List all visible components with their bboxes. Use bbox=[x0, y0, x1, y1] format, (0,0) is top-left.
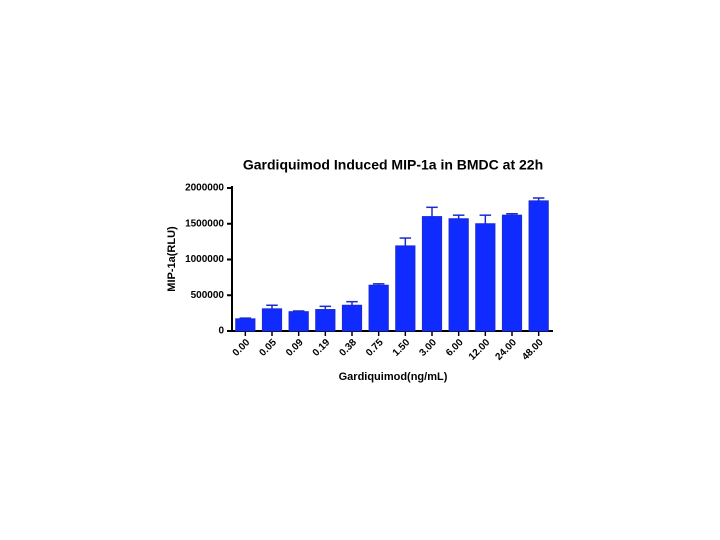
y-tick-label: 0 bbox=[218, 326, 224, 337]
bar bbox=[475, 223, 496, 332]
y-tick-label: 1000000 bbox=[185, 254, 224, 265]
bar bbox=[315, 309, 336, 332]
bar bbox=[368, 284, 389, 332]
y-tick-label: 2000000 bbox=[185, 183, 224, 194]
chart-title: Gardiquimod Induced MIP-1a in BMDC at 22… bbox=[243, 157, 543, 173]
bar bbox=[448, 218, 469, 332]
bar bbox=[341, 304, 363, 332]
y-axis-label: MIP-1a(RLU) bbox=[166, 226, 178, 292]
bar bbox=[261, 308, 283, 332]
x-axis-label: Gardiquimod(ng/mL) bbox=[339, 371, 448, 383]
bar bbox=[395, 245, 416, 332]
y-tick-label: 500000 bbox=[191, 290, 225, 301]
bar bbox=[501, 214, 523, 332]
y-tick-label: 1500000 bbox=[185, 218, 224, 229]
bar bbox=[528, 200, 549, 332]
bar bbox=[421, 216, 443, 332]
bar bbox=[288, 311, 309, 332]
bar bbox=[235, 318, 256, 332]
